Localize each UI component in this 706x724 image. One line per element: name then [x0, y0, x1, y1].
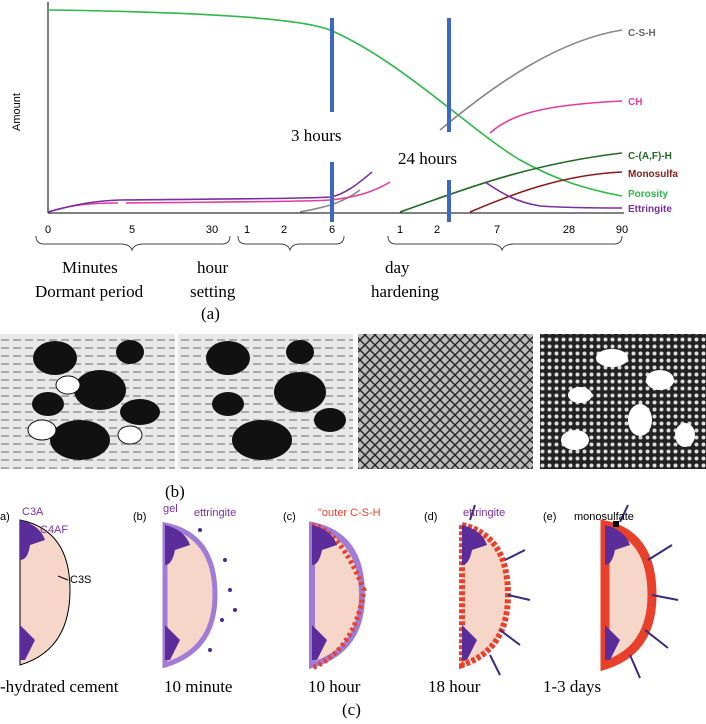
- x-tick-label: 28: [563, 224, 575, 236]
- caption: (b): [165, 482, 185, 501]
- leader: [57, 575, 69, 581]
- stage-caption: 18 hour: [428, 677, 481, 696]
- stage-label: (e): [543, 511, 556, 523]
- stage-caption: 10 hour: [308, 677, 361, 696]
- stage-label: C4AF: [40, 524, 68, 536]
- period-label: Minutes: [62, 258, 118, 277]
- stage-caption: 1-3 days: [543, 677, 601, 696]
- stage-label: gel: [163, 503, 178, 515]
- panel-a: Amount 3 hours 24 hours C-S-H CH C-(A,F)…: [11, 2, 678, 323]
- x-ticks: 0 5 30 1 2 6 1 2 7 28 90: [45, 224, 628, 236]
- period-label: hour: [197, 258, 229, 277]
- caption: (c): [342, 700, 361, 719]
- grains-light: [27, 375, 143, 445]
- curve-label: C-S-H: [628, 28, 656, 39]
- cafh-curve: [399, 152, 623, 213]
- grains-light: [561, 349, 695, 450]
- particle: [162, 521, 237, 669]
- caption: (a): [201, 304, 220, 323]
- curve-label: CH: [628, 97, 642, 108]
- grains: [206, 340, 346, 460]
- porosity-curve: [47, 9, 623, 197]
- y-axis-label: Amount: [11, 93, 23, 131]
- stage-label: monosulfate: [574, 511, 634, 523]
- period-label: setting: [190, 282, 236, 301]
- curve-label: Porosity: [628, 189, 668, 200]
- annotation: 3 hours: [291, 126, 342, 145]
- stage-label: (b): [133, 511, 146, 523]
- stage-caption: -hydrated cement: [0, 677, 119, 696]
- stage-label: C3A: [22, 506, 44, 518]
- period-braces: [35, 235, 623, 252]
- grains: [32, 340, 160, 460]
- panel-b: (b): [0, 334, 706, 501]
- x-tick-label: 6: [329, 224, 335, 236]
- curve-label: C-(A,F)-H: [628, 151, 672, 162]
- stage-caption: 10 minute: [164, 677, 232, 696]
- curve-label: Monosulfa: [628, 169, 678, 180]
- stage-label: (d): [424, 511, 437, 523]
- particle: [600, 504, 679, 679]
- stage-label: ettringite: [194, 507, 236, 519]
- particle: [309, 521, 367, 671]
- monosulfate-curve: [469, 171, 623, 213]
- x-tick-label: 30: [206, 224, 218, 236]
- particle: [19, 519, 71, 666]
- x-tick-label: 0: [45, 224, 51, 236]
- x-tick-label: 2: [281, 224, 287, 236]
- stage-label: a): [0, 511, 10, 523]
- period-label: day: [385, 258, 410, 277]
- particle: [459, 504, 531, 676]
- x-tick-label: 2: [434, 224, 440, 236]
- stage-label: ettringite: [463, 507, 505, 519]
- x-tick-label: 1: [397, 224, 403, 236]
- x-tick-label: 90: [616, 224, 628, 236]
- stage-label: "outer C-S-H: [318, 507, 381, 519]
- annotation: 24 hours: [398, 149, 457, 168]
- x-tick-label: 7: [494, 224, 500, 236]
- ettringite-curve: [47, 171, 623, 213]
- stage-label: C3S: [70, 574, 91, 586]
- period-label: Dormant period: [35, 282, 144, 301]
- panel-c: a) C3A C4AF C3S (b) gel ettringite (c) "…: [0, 503, 679, 719]
- curve-label: Ettringite: [628, 204, 672, 215]
- time-markers: [330, 18, 451, 222]
- x-tick-label: 1: [244, 224, 250, 236]
- stage-label: (c): [283, 511, 296, 523]
- x-tick-label: 5: [129, 224, 135, 236]
- period-label: hardening: [371, 282, 439, 301]
- micrograph: [358, 334, 533, 469]
